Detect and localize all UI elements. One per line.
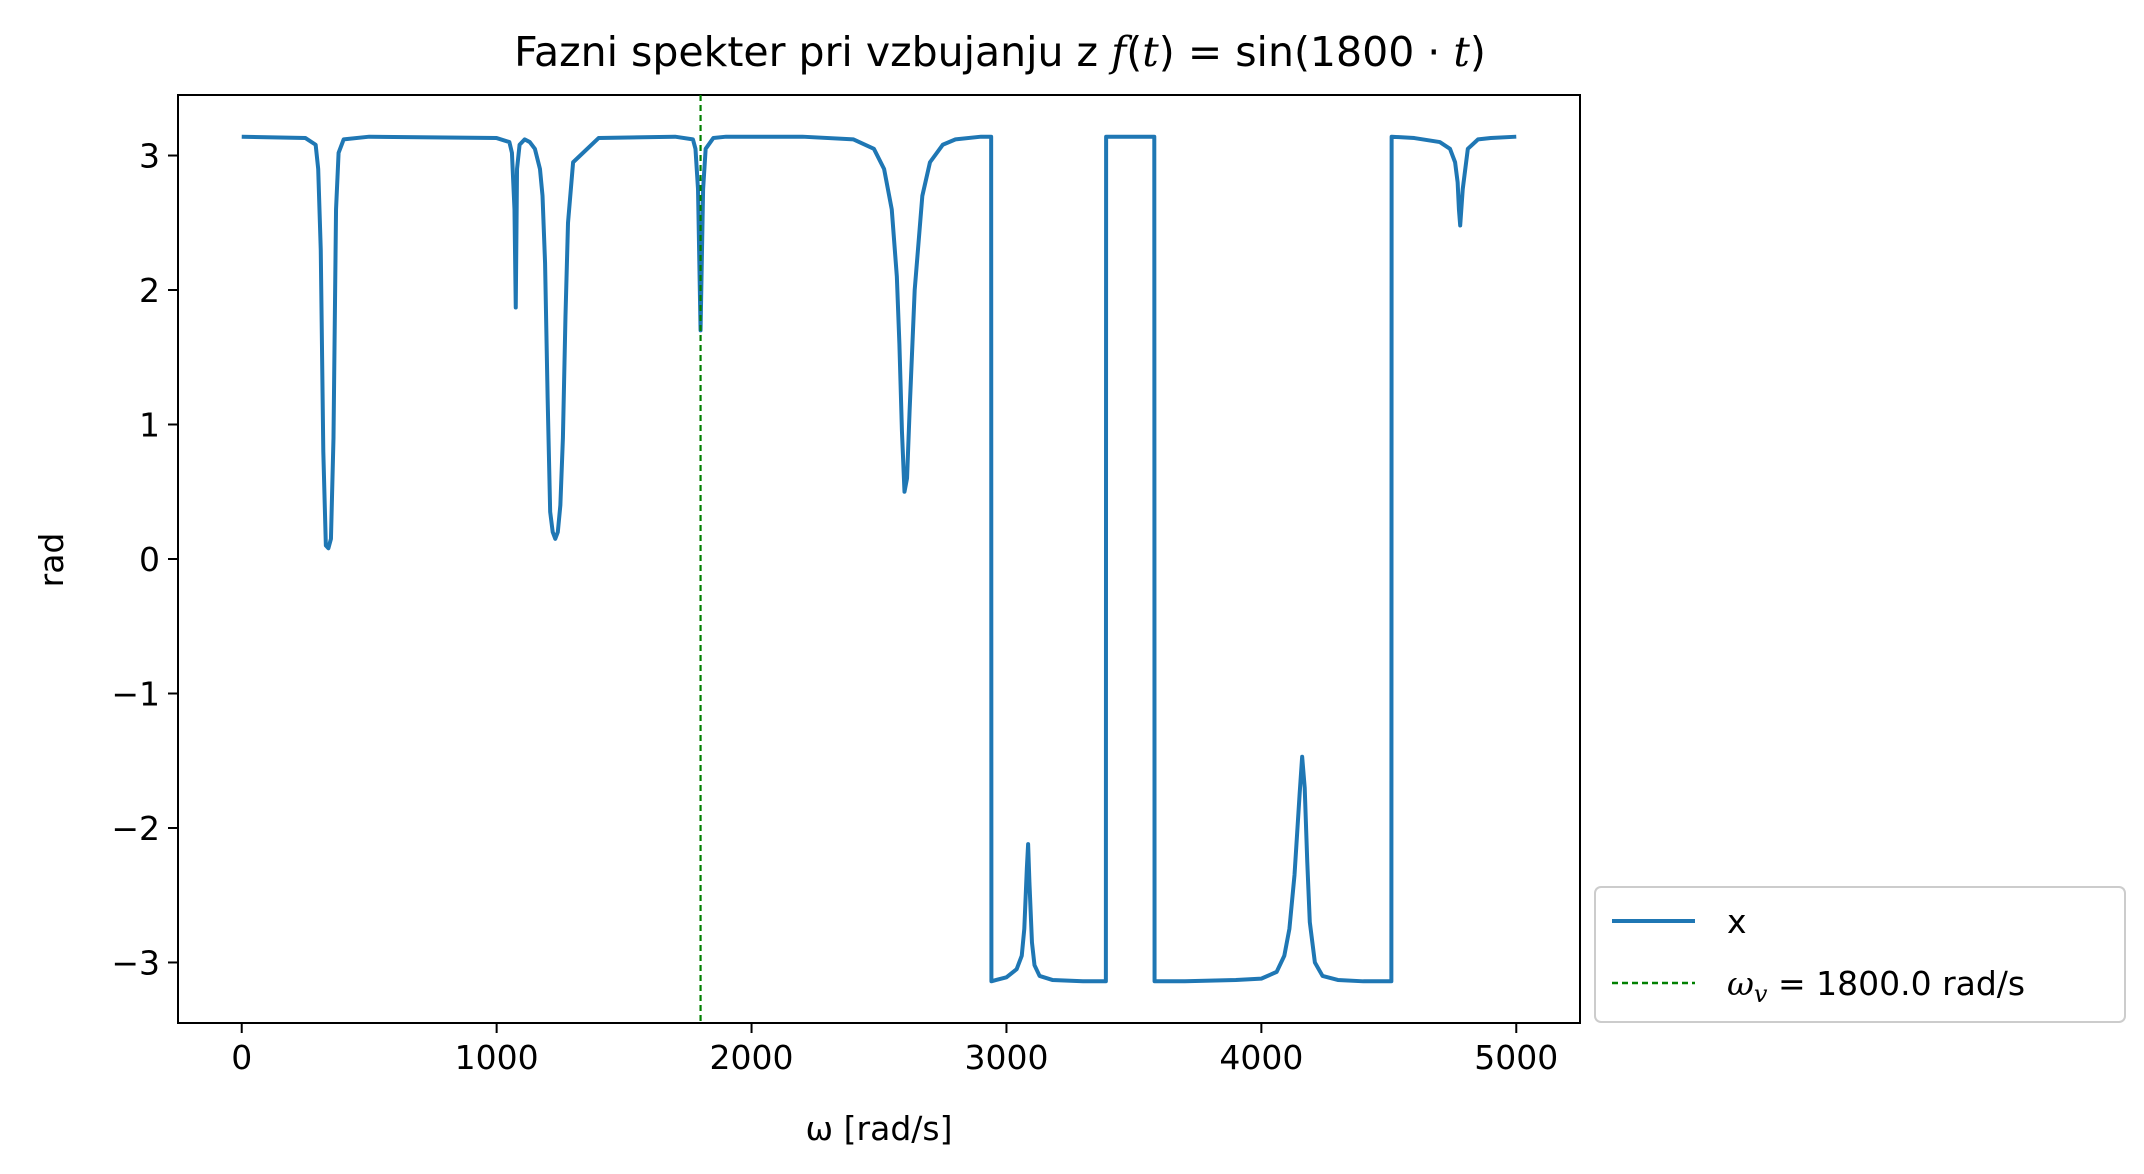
series-line-x [241, 134, 1517, 984]
axes-frame [177, 94, 1581, 1024]
x-tick-label: 2000 [710, 1038, 794, 1077]
chart-title-prefix: Fazni spekter pri vzbujanju z [514, 28, 1111, 76]
legend: x ωv = 1800.0 rad/s [1594, 886, 2126, 1023]
chart-title: Fazni spekter pri vzbujanju z f(t) = sin… [514, 28, 1486, 76]
x-tick-label: 1000 [455, 1038, 539, 1077]
legend-label-omega: ωv = 1800.0 rad/s [1727, 964, 2025, 1008]
legend-omega-symbol: ω [1727, 964, 1754, 1003]
chart-title-close: ) [1470, 28, 1486, 76]
legend-omega-subscript: v [1754, 980, 1768, 1008]
y-axis-label: rad [32, 533, 71, 588]
chart-title-t: t [1142, 28, 1159, 76]
chart-title-paren-close: ) [1159, 28, 1175, 76]
y-axis-ticks: −3 −2 −1 0 1 2 3 [111, 137, 178, 982]
x-axis-ticks: 0 1000 2000 3000 4000 5000 [231, 1023, 1558, 1077]
legend-frame [1594, 886, 2126, 1023]
legend-label-x: x [1727, 902, 1747, 941]
y-tick-label: −2 [111, 809, 160, 848]
y-tick-label: −3 [111, 943, 160, 982]
x-axis-label: ω [rad/s] [806, 1109, 953, 1148]
y-tick-label: 3 [139, 137, 160, 176]
y-tick-label: 2 [139, 271, 160, 310]
y-tick-label: 0 [139, 540, 160, 579]
x-tick-label: 5000 [1474, 1038, 1558, 1077]
chart-title-paren-open: ( [1126, 28, 1142, 76]
chart-title-eq: = sin(1800 · [1175, 28, 1454, 76]
plot-area [177, 94, 1581, 1024]
chart-title-t2: t [1453, 28, 1470, 76]
legend-omega-value: = 1800.0 rad/s [1767, 964, 2025, 1003]
y-tick-label: 1 [139, 406, 160, 445]
y-tick-label: −1 [111, 674, 160, 713]
x-tick-label: 0 [231, 1038, 252, 1077]
x-tick-label: 4000 [1219, 1038, 1303, 1077]
x-tick-label: 3000 [964, 1038, 1048, 1077]
